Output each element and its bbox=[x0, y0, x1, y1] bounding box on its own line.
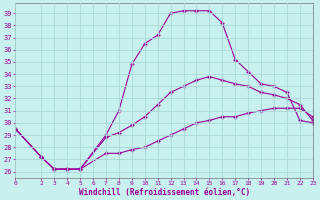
X-axis label: Windchill (Refroidissement éolien,°C): Windchill (Refroidissement éolien,°C) bbox=[78, 188, 250, 197]
